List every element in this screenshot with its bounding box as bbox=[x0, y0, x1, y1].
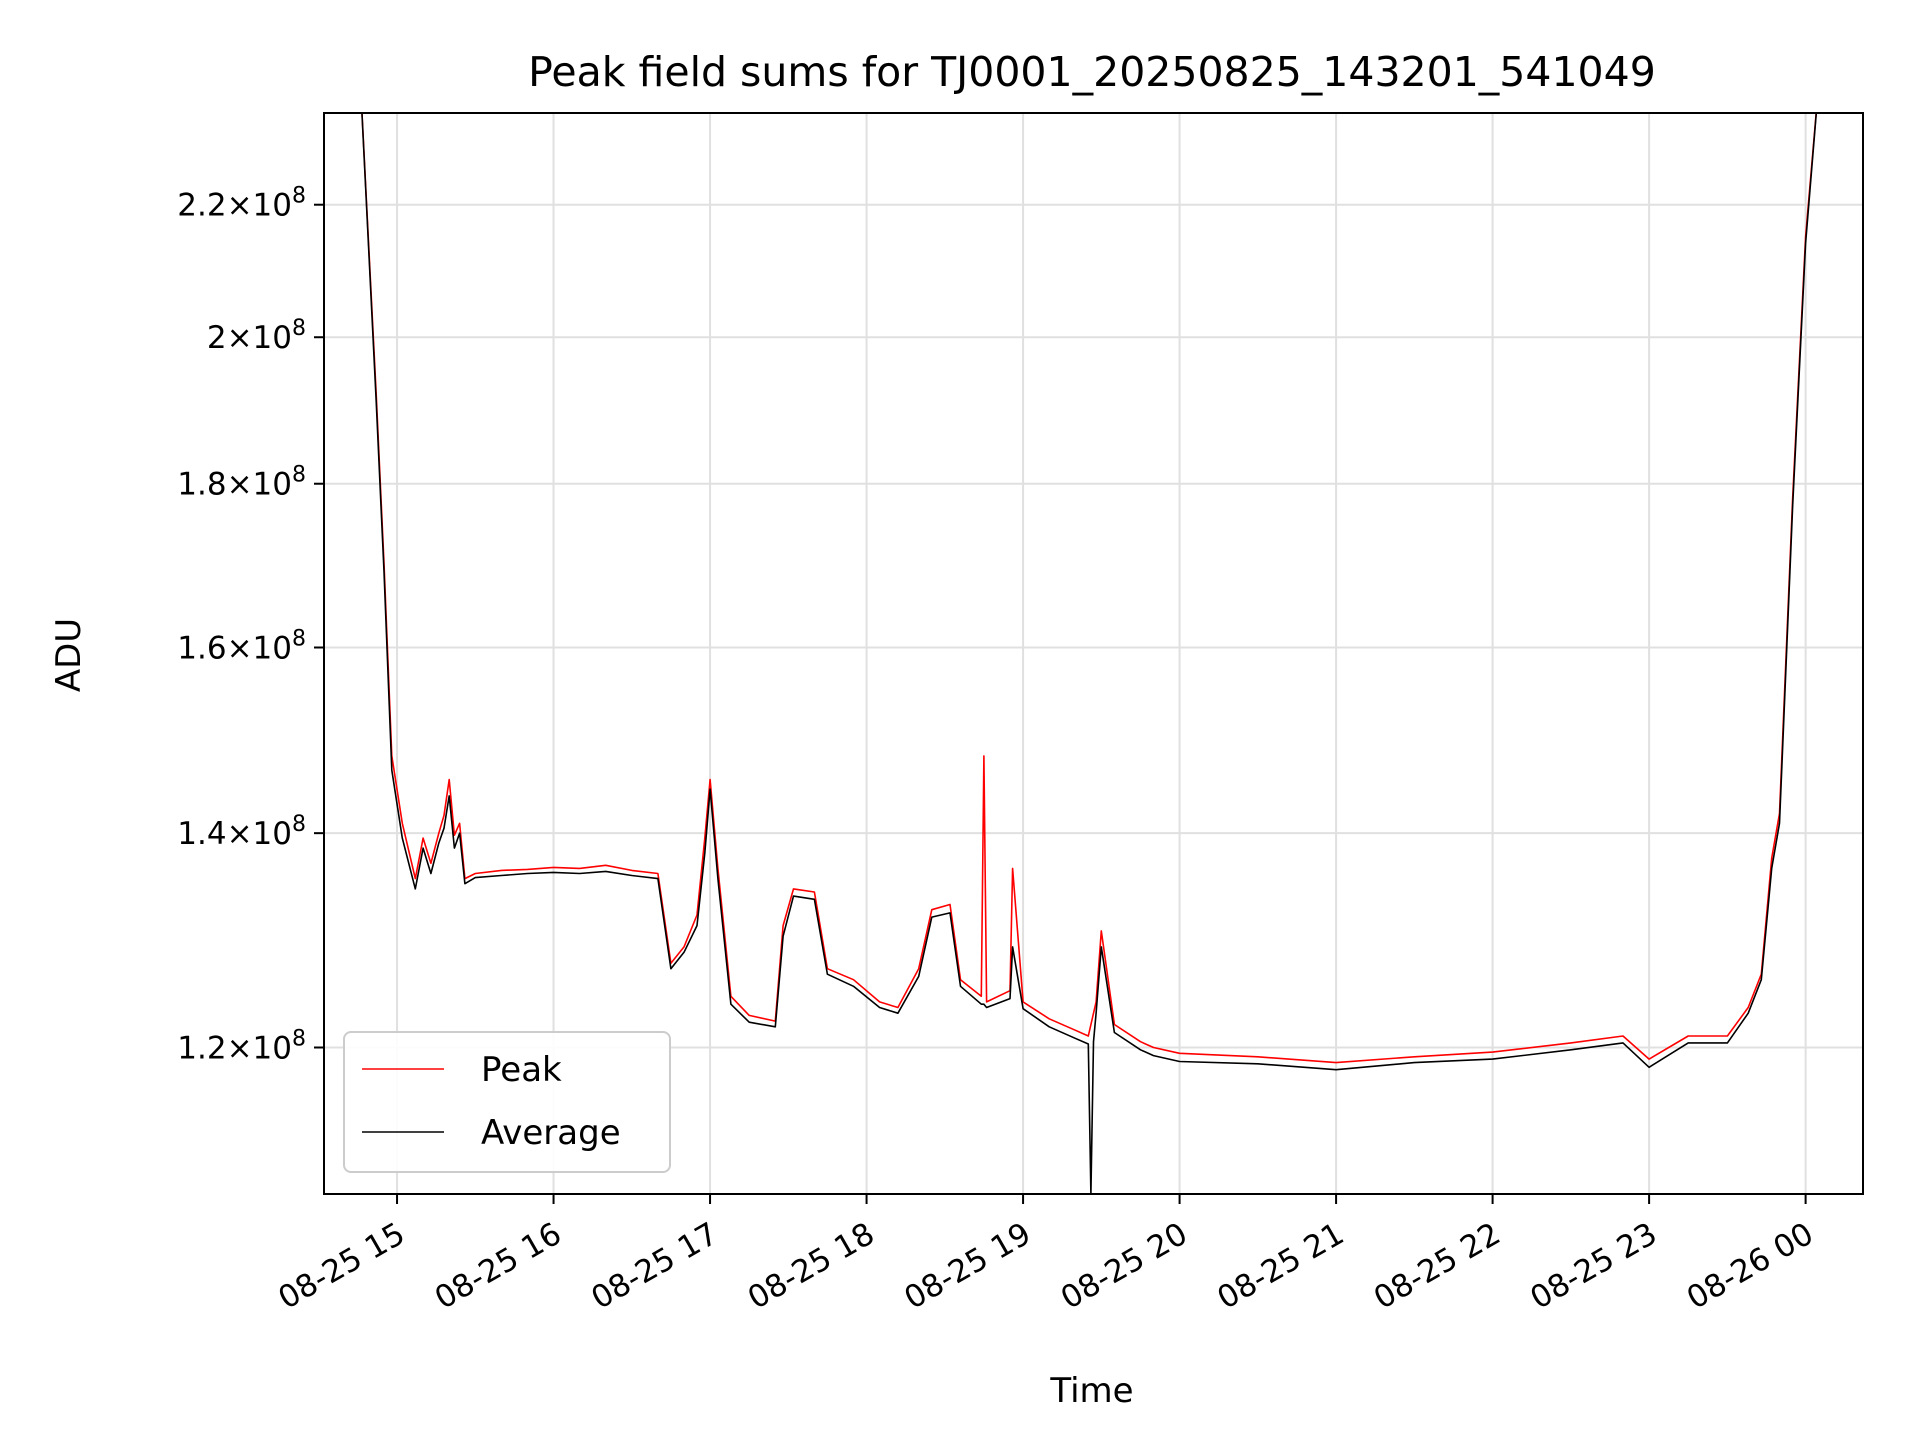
chart-title: Peak field sums for TJ0001_20250825_1432… bbox=[528, 48, 1656, 96]
x-tick-label: 08-25 16 bbox=[429, 1216, 568, 1317]
legend-label-peak: Peak bbox=[481, 1050, 562, 1090]
legend: Peak Average bbox=[343, 1031, 671, 1173]
plot-area bbox=[361, 113, 1818, 1194]
x-tick-label: 08-25 19 bbox=[898, 1216, 1037, 1317]
x-tick-label: 08-25 15 bbox=[272, 1216, 411, 1317]
legend-box bbox=[343, 1031, 671, 1173]
axes-frame bbox=[323, 112, 1864, 1195]
x-tick-label: 08-25 23 bbox=[1524, 1216, 1663, 1317]
y-tick-label: 1.2×108 bbox=[177, 1027, 306, 1067]
x-axis-label: Time bbox=[1049, 1371, 1133, 1411]
x-tick-label: 08-25 18 bbox=[742, 1216, 881, 1317]
x-tick-label: 08-25 20 bbox=[1055, 1216, 1194, 1317]
x-tick-label: 08-25 21 bbox=[1211, 1216, 1350, 1317]
series-line-peak bbox=[361, 113, 1817, 1064]
y-tick-label: 1.6×108 bbox=[177, 626, 306, 666]
y-axis-label: ADU bbox=[49, 618, 89, 692]
legend-label-average: Average bbox=[481, 1113, 621, 1153]
series-line-average bbox=[361, 113, 1818, 1194]
y-axis: 1.2×108 1.4×108 1.6×108 1.8×108 2×108 2.2×108 bbox=[177, 184, 324, 1067]
y-tick-label: 1.4×108 bbox=[177, 812, 306, 852]
y-tick-label: 2×108 bbox=[207, 316, 306, 356]
y-tick-label: 1.8×108 bbox=[177, 463, 306, 503]
x-axis: 08-25 15 08-25 16 08-25 17 08-25 18 08-25 19… bbox=[272, 1194, 1820, 1317]
x-tick-label: 08-25 17 bbox=[585, 1216, 724, 1317]
y-tick-label: 2.2×108 bbox=[177, 184, 306, 224]
x-tick-label: 08-25 22 bbox=[1368, 1216, 1507, 1317]
x-tick-label: 08-26 00 bbox=[1681, 1216, 1820, 1317]
